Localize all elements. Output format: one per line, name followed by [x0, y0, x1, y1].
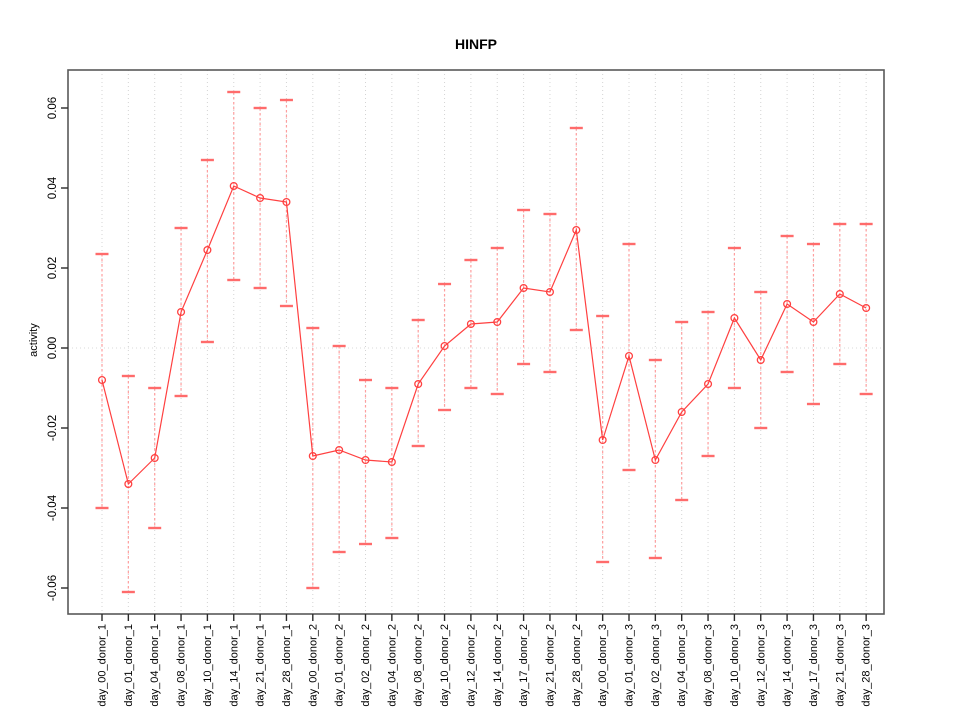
x-tick-label: day_14_donor_3: [782, 624, 794, 707]
data-point-marker: [203, 245, 212, 255]
data-point-marker: [256, 193, 265, 203]
x-tick-label: day_00_donor_3: [597, 624, 609, 707]
data-point-marker: [783, 299, 792, 309]
x-tick-label: day_28_donor_3: [861, 624, 873, 707]
x-tick-label: day_21_donor_3: [834, 624, 846, 707]
x-tick-label: day_02_donor_3: [650, 624, 662, 707]
data-point-marker: [756, 355, 765, 365]
x-tick-label: day_14_donor_2: [492, 624, 504, 707]
y-tick-label: 0.06: [47, 97, 59, 119]
chart-title: HINFP: [455, 36, 497, 52]
x-tick-label: day_28_donor_2: [571, 624, 583, 707]
x-tick-label: day_01_donor_1: [123, 624, 135, 707]
y-tick-label: -0.02: [47, 415, 59, 441]
y-tick-label: 0.04: [47, 176, 59, 199]
x-tick-label: day_21_donor_2: [544, 624, 556, 707]
data-point-marker: [361, 455, 370, 465]
data-point-marker: [598, 435, 607, 445]
y-tick-label: 0.00: [47, 337, 59, 359]
x-tick-label: day_12_donor_3: [755, 624, 767, 707]
data-point-marker: [651, 455, 660, 465]
data-point-marker: [677, 407, 686, 417]
x-tick-label: day_08_donor_3: [703, 624, 715, 707]
plot-frame: [67, 69, 885, 615]
data-point-marker: [466, 319, 475, 329]
data-point-marker: [703, 379, 713, 389]
data-point-marker: [124, 479, 133, 489]
x-tick-label: day_17_donor_3: [808, 624, 820, 707]
data-point-marker: [440, 341, 449, 351]
data-point-marker: [835, 289, 844, 299]
data-point-marker: [150, 453, 159, 463]
data-point-marker: [730, 313, 739, 323]
x-tick-label: day_10_donor_3: [729, 624, 741, 707]
x-tick-label: day_17_donor_2: [518, 624, 530, 707]
x-tick-label: day_10_donor_1: [202, 624, 214, 707]
x-tick-label: day_04_donor_1: [149, 624, 161, 707]
data-point-marker: [308, 451, 317, 461]
x-tick-label: day_08_donor_1: [176, 624, 188, 707]
x-tick-label: day_12_donor_2: [465, 624, 477, 707]
data-point-marker: [809, 317, 818, 327]
data-point-marker: [624, 351, 634, 361]
series-line: [101, 185, 867, 486]
x-tick-label: day_01_donor_2: [334, 624, 346, 707]
x-tick-label: day_08_donor_2: [413, 624, 425, 707]
data-point-marker: [387, 457, 396, 467]
data-point-marker: [862, 303, 871, 313]
y-tick-label: -0.04: [47, 494, 59, 521]
x-tick-label: day_04_donor_2: [386, 624, 398, 707]
data-point-marker: [177, 307, 186, 317]
data-point-marker: [493, 317, 502, 327]
data-point-marker: [414, 379, 423, 389]
data-point-marker: [519, 283, 528, 293]
data-point-marker: [229, 181, 238, 191]
y-axis-title: activity: [28, 323, 40, 357]
data-point-marker: [335, 445, 344, 455]
data-point-marker: [545, 287, 554, 297]
x-tick-label: day_28_donor_1: [281, 624, 293, 707]
x-tick-label: day_10_donor_2: [439, 624, 451, 707]
y-tick-label: 0.02: [47, 257, 59, 279]
data-point-marker: [282, 197, 291, 207]
x-tick-label: day_02_donor_2: [360, 624, 372, 707]
data-point-marker: [572, 225, 581, 235]
x-tick-label: day_14_donor_1: [228, 624, 240, 707]
x-tick-label: day_04_donor_3: [676, 624, 688, 707]
x-tick-label: day_00_donor_2: [307, 624, 319, 707]
x-tick-label: day_00_donor_1: [97, 624, 109, 707]
y-tick-label: -0.06: [47, 575, 59, 601]
data-point-marker: [97, 375, 107, 385]
x-tick-label: day_21_donor_1: [255, 624, 267, 707]
x-tick-label: day_01_donor_3: [624, 624, 636, 707]
